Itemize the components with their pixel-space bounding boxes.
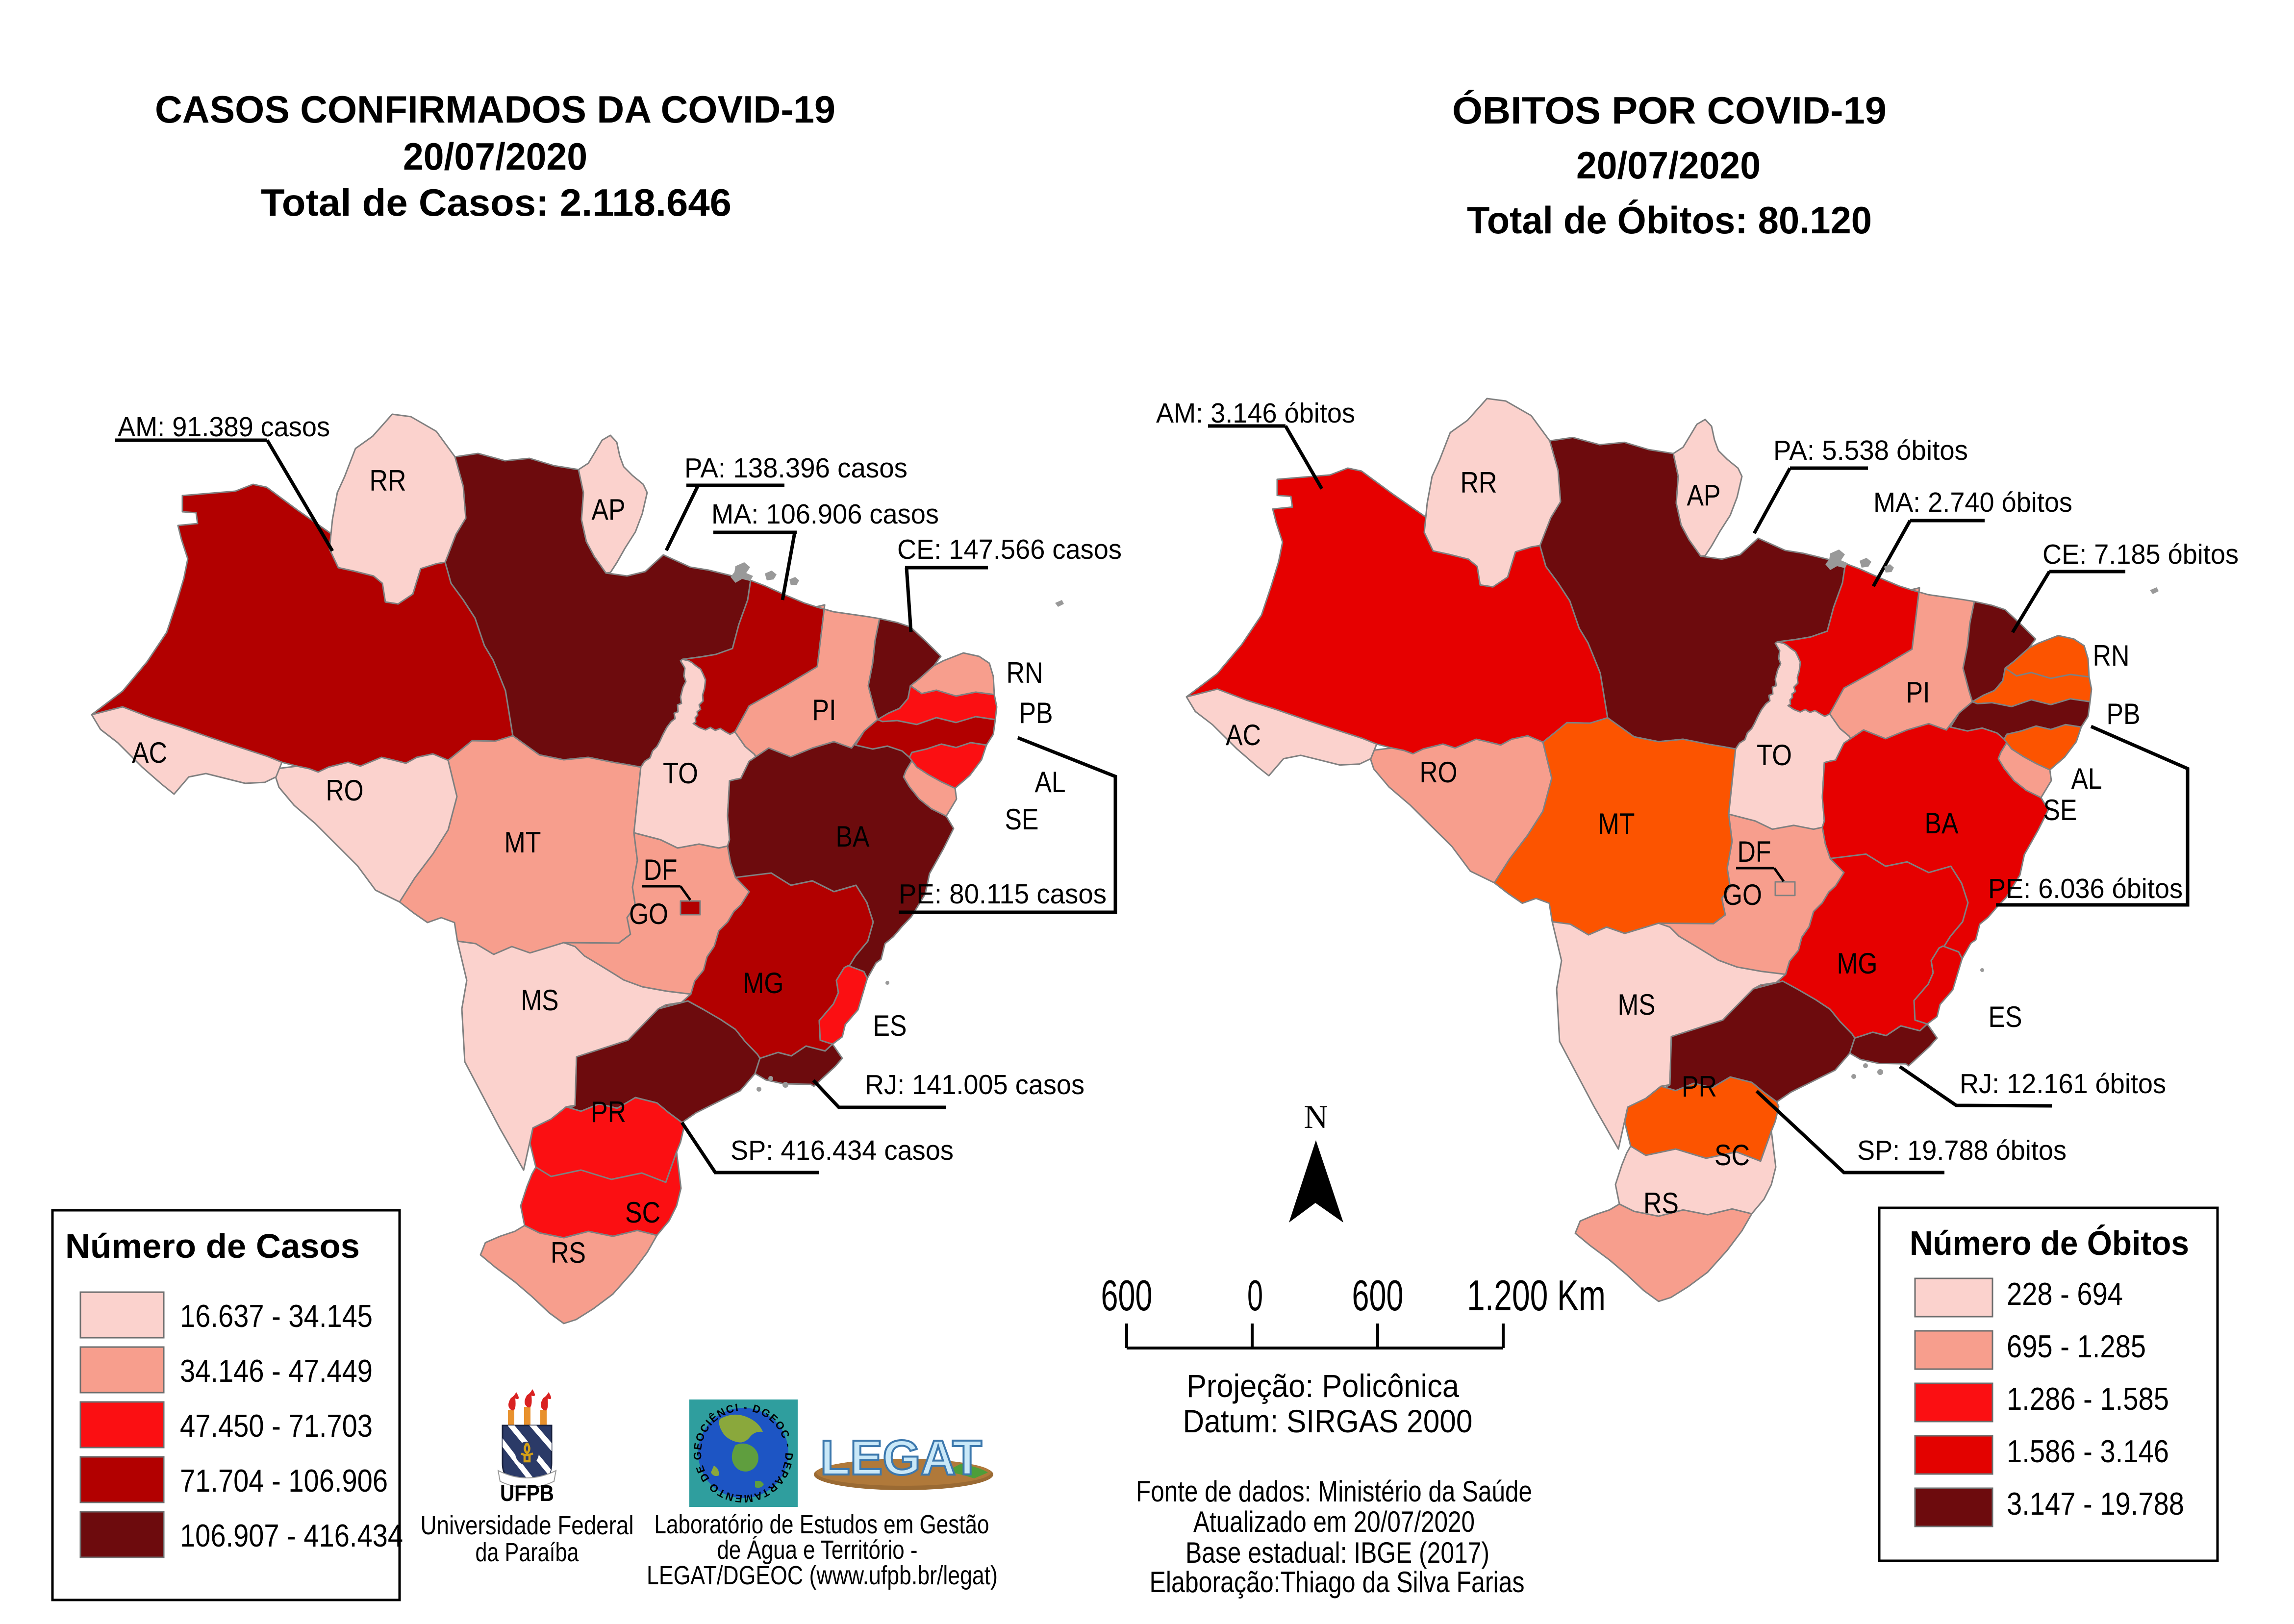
svg-text:CE: 7.185 óbitos: CE: 7.185 óbitos	[2042, 539, 2239, 570]
svg-text:AC: AC	[1226, 719, 1261, 751]
svg-text:Universidade Federal: Universidade Federal	[421, 1511, 634, 1540]
svg-text:PA: 5.538 óbitos: PA: 5.538 óbitos	[1773, 435, 1968, 466]
svg-text:Número de Casos: Número de Casos	[65, 1227, 360, 1265]
svg-text:SP: 416.434 casos: SP: 416.434 casos	[731, 1135, 954, 1166]
svg-text:Fonte de dados: Ministério da: Fonte de dados: Ministério da Saúde	[1136, 1475, 1532, 1508]
svg-text:SE: SE	[1005, 803, 1039, 836]
svg-text:MG: MG	[743, 967, 784, 999]
svg-text:1.200 Km: 1.200 Km	[1467, 1271, 1606, 1320]
svg-text:Total de Casos: 2.118.646: Total de Casos: 2.118.646	[261, 181, 731, 224]
svg-text:20/07/2020: 20/07/2020	[1576, 144, 1761, 187]
svg-text:600: 600	[1101, 1271, 1153, 1320]
svg-text:RN: RN	[1007, 656, 1043, 689]
svg-text:LEGAT/DGEOC (www.ufpb.br/legat: LEGAT/DGEOC (www.ufpb.br/legat)	[647, 1561, 998, 1590]
svg-text:AL: AL	[1035, 766, 1066, 799]
svg-text:20/07/2020: 20/07/2020	[403, 135, 587, 178]
svg-text:AL: AL	[2071, 762, 2102, 795]
svg-text:PR: PR	[591, 1096, 626, 1128]
svg-text:RJ: 12.161 óbitos: RJ: 12.161 óbitos	[1960, 1068, 2166, 1099]
svg-text:Datum: SIRGAS 2000: Datum: SIRGAS 2000	[1183, 1403, 1473, 1439]
svg-text:CE: 147.566 casos: CE: 147.566 casos	[897, 534, 1122, 565]
svg-text:AP: AP	[592, 493, 626, 526]
svg-text:RN: RN	[2093, 639, 2130, 672]
svg-text:PB: PB	[1019, 697, 1053, 729]
svg-text:MA: 2.740 óbitos: MA: 2.740 óbitos	[1873, 487, 2072, 518]
svg-text:Base estadual: IBGE (2017): Base estadual: IBGE (2017)	[1185, 1536, 1489, 1569]
svg-text:AP: AP	[1687, 479, 1721, 512]
svg-text:Elaboração:Thiago da Silva Far: Elaboração:Thiago da Silva Farias	[1150, 1566, 1525, 1599]
svg-text:SE: SE	[2043, 794, 2077, 826]
svg-text:TO: TO	[663, 757, 698, 790]
svg-text:SC: SC	[1714, 1139, 1750, 1172]
svg-text:RO: RO	[326, 774, 364, 807]
svg-text:Número de Óbitos: Número de Óbitos	[1910, 1224, 2189, 1262]
svg-text:1.286 - 1.585: 1.286 - 1.585	[2007, 1381, 2169, 1417]
svg-text:AC: AC	[132, 736, 167, 769]
svg-text:RS: RS	[551, 1236, 586, 1269]
svg-text:ES: ES	[1989, 1000, 2022, 1033]
svg-text:RO: RO	[1420, 756, 1458, 789]
svg-text:PI: PI	[812, 694, 836, 726]
svg-text:228 - 694: 228 - 694	[2007, 1276, 2123, 1312]
svg-text:MS: MS	[521, 984, 559, 1017]
svg-text:DF: DF	[1738, 835, 1771, 868]
svg-text:GO: GO	[629, 898, 668, 930]
svg-text:MS: MS	[1618, 988, 1656, 1021]
svg-text:AM: 91.389 casos: AM: 91.389 casos	[118, 411, 330, 443]
svg-text:Laboratório de Estudos em Gest: Laboratório de Estudos em Gestão	[655, 1510, 989, 1539]
svg-text:LEGAT: LEGAT	[820, 1430, 982, 1485]
svg-text:de Água e Território -: de Água e Território -	[717, 1535, 918, 1565]
svg-text:Atualizado em 20/07/2020: Atualizado em 20/07/2020	[1193, 1505, 1475, 1538]
svg-text:TO: TO	[1757, 739, 1792, 772]
svg-text:CASOS CONFIRMADOS DA COVID-19: CASOS CONFIRMADOS DA COVID-19	[155, 88, 835, 131]
svg-text:106.907 - 416.434: 106.907 - 416.434	[180, 1518, 403, 1553]
svg-text:Total de Óbitos: 80.120: Total de Óbitos: 80.120	[1467, 199, 1872, 242]
svg-text:PR: PR	[1682, 1070, 1717, 1103]
svg-text:PA: 138.396 casos: PA: 138.396 casos	[684, 452, 908, 484]
svg-text:Projeção: Policônica: Projeção: Policônica	[1186, 1368, 1459, 1404]
svg-text:1.586 - 3.146: 1.586 - 3.146	[2007, 1433, 2169, 1469]
svg-text:PE: 6.036 óbitos: PE: 6.036 óbitos	[1988, 873, 2183, 904]
svg-text:47.450 - 71.703: 47.450 - 71.703	[180, 1408, 373, 1444]
svg-text:PI: PI	[1906, 676, 1930, 709]
svg-text:DF: DF	[644, 853, 678, 886]
svg-text:RS: RS	[1643, 1187, 1679, 1220]
svg-text:N: N	[1304, 1098, 1328, 1135]
svg-text:PE: 80.115 casos: PE: 80.115 casos	[899, 878, 1107, 910]
svg-text:SC: SC	[625, 1196, 660, 1229]
svg-text:MT: MT	[504, 826, 541, 859]
svg-text:695 - 1.285: 695 - 1.285	[2007, 1328, 2146, 1364]
svg-text:34.146 - 47.449: 34.146 - 47.449	[180, 1353, 373, 1389]
svg-text:0: 0	[1247, 1271, 1263, 1320]
svg-text:600: 600	[1352, 1271, 1404, 1320]
svg-text:SP: 19.788 óbitos: SP: 19.788 óbitos	[1857, 1135, 2067, 1166]
svg-text:3.147 - 19.788: 3.147 - 19.788	[2007, 1486, 2184, 1522]
svg-text:MA: 106.906 casos: MA: 106.906 casos	[711, 499, 939, 530]
svg-text:ÓBITOS POR COVID-19: ÓBITOS POR COVID-19	[1452, 89, 1887, 132]
svg-text:ES: ES	[873, 1009, 907, 1042]
svg-text:MT: MT	[1598, 807, 1635, 840]
svg-text:RR: RR	[370, 464, 406, 497]
svg-text:GO: GO	[1723, 878, 1762, 911]
svg-text:da Paraíba: da Paraíba	[476, 1538, 580, 1567]
svg-text:MG: MG	[1837, 947, 1878, 980]
svg-text:RR: RR	[1461, 466, 1497, 499]
svg-text:UFPB: UFPB	[500, 1480, 554, 1506]
svg-text:BA: BA	[836, 820, 870, 853]
svg-text:71.704 - 106.906: 71.704 - 106.906	[180, 1463, 388, 1499]
svg-text:PB: PB	[2107, 698, 2141, 730]
svg-text:16.637 - 34.145: 16.637 - 34.145	[180, 1298, 373, 1334]
svg-text:AM: 3.146 óbitos: AM: 3.146 óbitos	[1156, 398, 1355, 429]
svg-text:BA: BA	[1925, 807, 1959, 840]
svg-text:RJ: 141.005 casos: RJ: 141.005 casos	[865, 1069, 1084, 1100]
